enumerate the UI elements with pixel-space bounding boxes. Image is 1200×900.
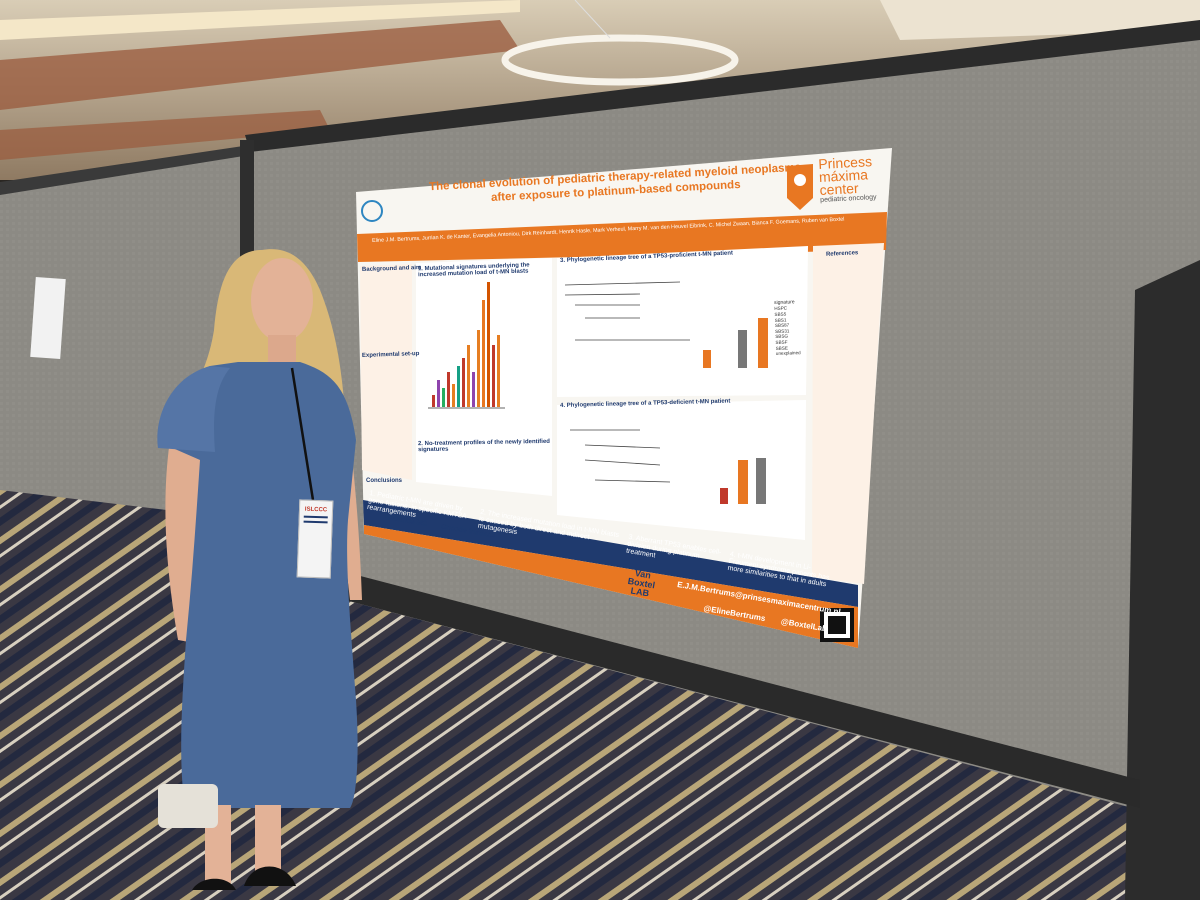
poster-col-background [360,264,412,480]
poster-col-section4 [557,400,806,540]
conference-badge: ISLCCC [296,499,334,579]
poster-figure-stacked-bars [703,318,768,504]
poster-rainbow-logo [361,200,383,222]
ceiling-band-2 [0,110,330,160]
poster-col-section3 [557,246,808,397]
person [157,249,362,890]
poster-logo-crown [794,174,806,186]
poster-figure-tree [564,281,690,483]
ring-light-wire [574,0,611,39]
poster-section2-heading: 2. No-treatment profiles of the newly id… [417,438,551,454]
poster-col-references [812,243,884,584]
poster-logo-text: Princess máxima center pediatric oncolog… [818,153,877,204]
poster-conclusions-heading: Conclusions [366,478,403,484]
poster-figure-histogram [428,282,505,409]
ceiling-band-1 [0,20,520,110]
poster-signature-legend: signature HSPC SBS5 SBS1 SBS87 SBS31 SBS… [774,299,801,357]
bag [158,784,218,828]
ring-light [501,34,739,86]
poster-lab-logo: Van Boxtel LAB [625,568,657,599]
board-post-right [1125,260,1200,900]
badge-event: ISLCCC [304,506,328,514]
ceiling-light-strip [0,0,520,40]
poster-logo-shield [787,164,813,210]
person-shoe-right [244,866,296,886]
person-face [251,258,313,342]
poster-board-top-frame [245,20,1200,152]
board-bottom-frame [345,572,1140,808]
poster-footer-navy [363,500,858,607]
person-sleeve-left [157,366,230,452]
person-shoe-left [192,878,236,890]
person-lanyard [290,367,315,501]
left-partition-frame [0,145,250,195]
poster-signature-item: unexplained [775,350,801,357]
poster-footer-orange [364,525,858,648]
paper-note [30,277,66,359]
